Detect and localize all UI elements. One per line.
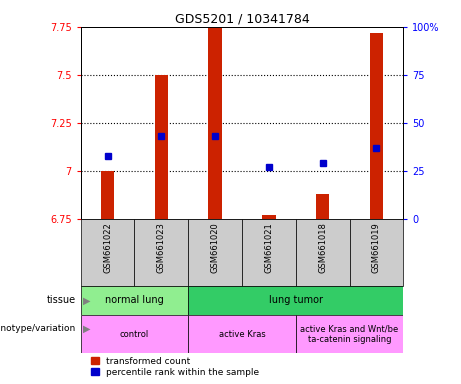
- Text: GSM661022: GSM661022: [103, 222, 112, 273]
- Bar: [296, 315, 403, 353]
- Text: control: control: [120, 329, 149, 339]
- Text: GSM661018: GSM661018: [318, 222, 327, 273]
- Bar: [188, 219, 242, 286]
- Text: GSM661023: GSM661023: [157, 222, 166, 273]
- Bar: [370, 33, 383, 219]
- Text: active Kras: active Kras: [219, 329, 266, 339]
- Bar: [81, 286, 188, 315]
- Bar: [262, 215, 276, 219]
- Text: lung tumor: lung tumor: [269, 295, 323, 306]
- Text: GSM661020: GSM661020: [211, 222, 219, 273]
- Text: normal lung: normal lung: [105, 295, 164, 306]
- Bar: [81, 315, 188, 353]
- Bar: [101, 171, 114, 219]
- Bar: [242, 219, 296, 286]
- Bar: [154, 75, 168, 219]
- Legend: transformed count, percentile rank within the sample: transformed count, percentile rank withi…: [90, 356, 260, 377]
- Text: GSM661019: GSM661019: [372, 222, 381, 273]
- Text: genotype/variation: genotype/variation: [0, 324, 76, 333]
- Text: ▶: ▶: [83, 323, 90, 333]
- Text: GSM661021: GSM661021: [265, 222, 273, 273]
- Text: active Kras and Wnt/be
ta-catenin signaling: active Kras and Wnt/be ta-catenin signal…: [301, 324, 399, 344]
- Bar: [188, 315, 296, 353]
- Bar: [316, 194, 330, 219]
- Bar: [349, 219, 403, 286]
- Bar: [81, 219, 135, 286]
- Bar: [208, 13, 222, 219]
- Bar: [188, 286, 403, 315]
- Title: GDS5201 / 10341784: GDS5201 / 10341784: [175, 13, 309, 26]
- Text: ▶: ▶: [83, 295, 90, 306]
- Bar: [296, 219, 349, 286]
- Text: tissue: tissue: [47, 295, 76, 306]
- Bar: [135, 219, 188, 286]
